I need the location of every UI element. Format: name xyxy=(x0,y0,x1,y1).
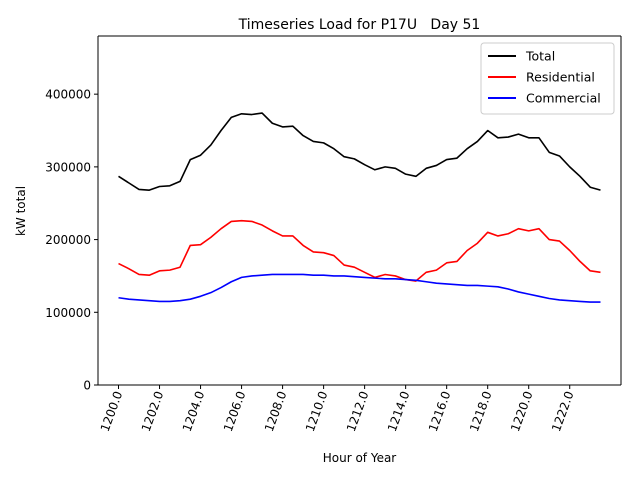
legend-label-residential: Residential xyxy=(526,70,595,85)
series-line-commercial xyxy=(118,273,601,303)
y-tick-label: 400000 xyxy=(45,88,91,102)
y-axis-label: kW total xyxy=(14,186,28,236)
y-tick-label: 300000 xyxy=(45,160,91,174)
legend-label-commercial: Commercial xyxy=(526,91,601,106)
chart-title: Timeseries Load for P17U Day 51 xyxy=(238,17,481,33)
series-line-total xyxy=(118,112,601,191)
x-axis-label: Hour of Year xyxy=(323,451,397,465)
series-lines xyxy=(118,112,601,303)
legend-box xyxy=(480,42,615,115)
legend: Total Residential Commercial xyxy=(480,42,615,115)
y-tick-label: 0 xyxy=(83,379,91,393)
series-line-residential xyxy=(118,219,601,282)
y-tick-label: 200000 xyxy=(45,233,91,247)
y-axis-ticks: 0 100000 200000 300000 400000 xyxy=(45,88,98,393)
legend-label-total: Total xyxy=(525,49,555,64)
y-tick-label: 100000 xyxy=(45,306,91,320)
